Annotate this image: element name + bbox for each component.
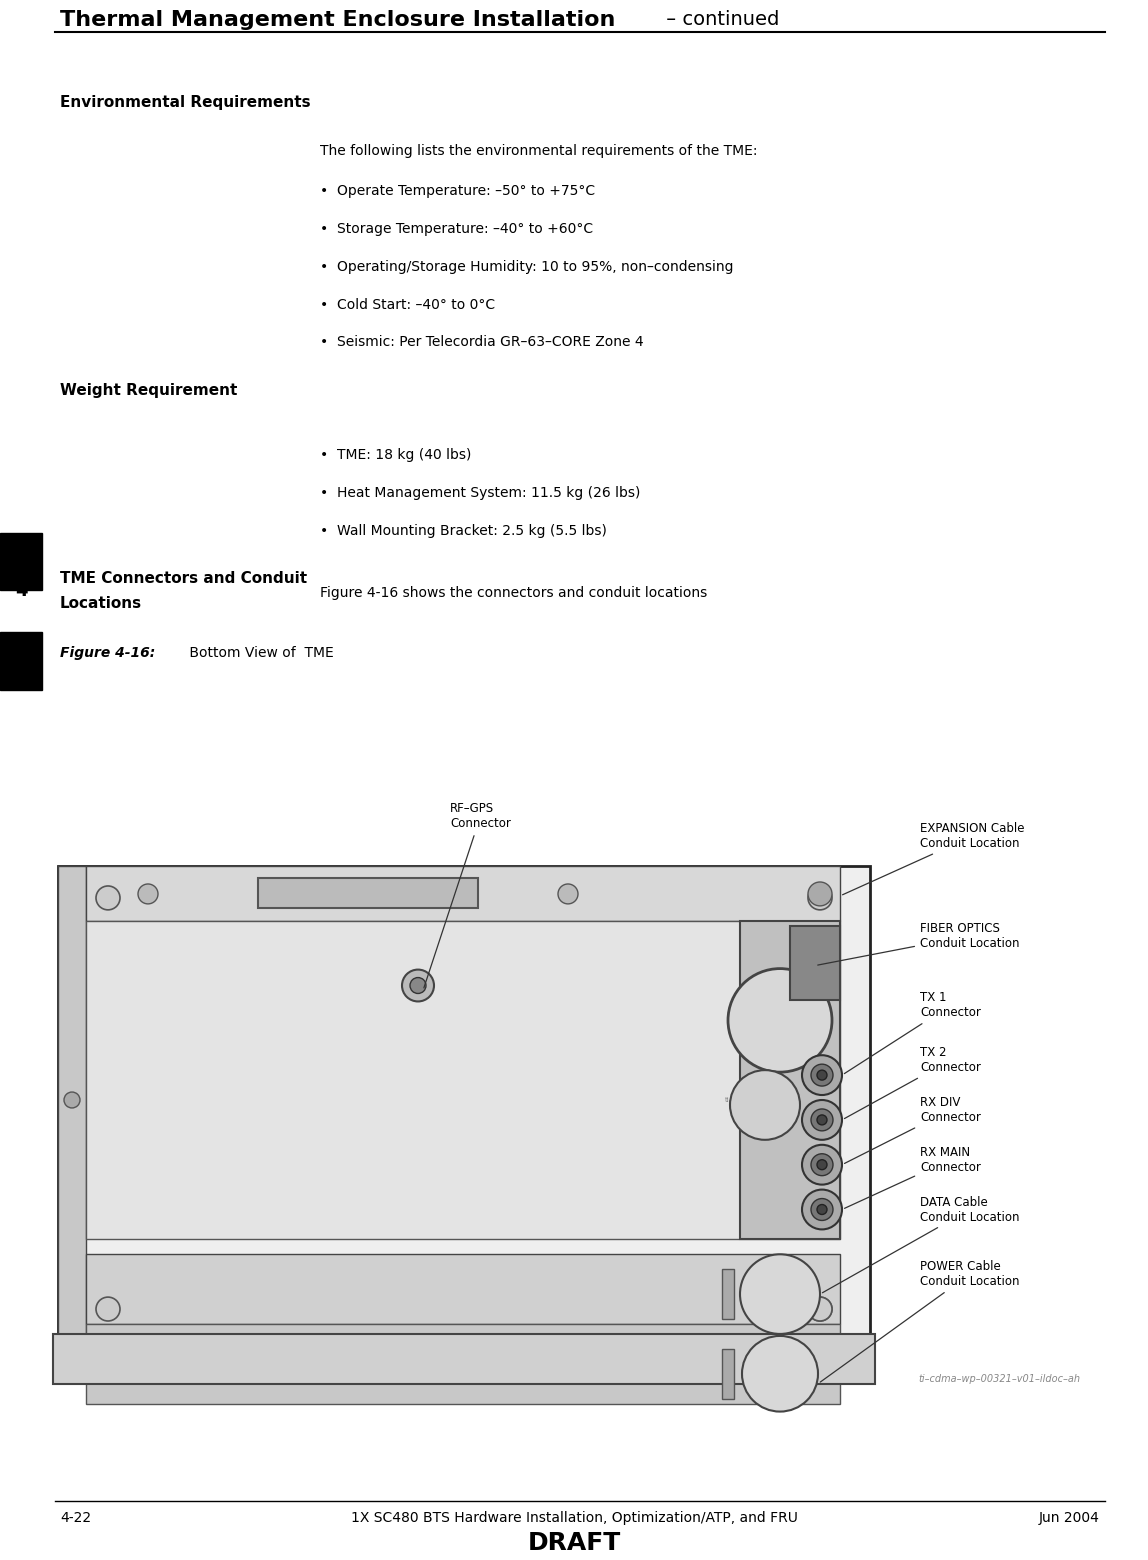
Circle shape [810, 1198, 833, 1220]
Text: 4: 4 [15, 582, 28, 601]
Text: 1: 1 [774, 1285, 786, 1303]
Bar [740, 920, 840, 1239]
Bar [86, 920, 840, 1239]
Bar [722, 1349, 734, 1399]
Text: Jun 2004: Jun 2004 [1039, 1512, 1100, 1526]
Circle shape [810, 1109, 833, 1131]
Circle shape [402, 970, 434, 1002]
Text: •  Storage Temperature: –40° to +60°C: • Storage Temperature: –40° to +60°C [320, 222, 594, 236]
Circle shape [740, 1254, 820, 1334]
Circle shape [810, 1064, 833, 1086]
Text: 1: 1 [773, 1011, 788, 1030]
Text: 4-22: 4-22 [60, 1512, 91, 1526]
Text: •  Wall Mounting Bracket: 2.5 kg (5.5 lbs): • Wall Mounting Bracket: 2.5 kg (5.5 lbs… [320, 524, 607, 538]
Circle shape [138, 885, 158, 903]
Circle shape [802, 1100, 841, 1140]
Circle shape [802, 1055, 841, 1095]
Text: Bottom View of  TME: Bottom View of TME [185, 646, 334, 660]
Bar [86, 866, 840, 920]
Text: TX 2
Connector: TX 2 Connector [845, 1047, 980, 1119]
Text: Environmental Requirements: Environmental Requirements [60, 95, 311, 109]
Circle shape [808, 886, 832, 909]
Text: Figure 4-16:: Figure 4-16: [60, 646, 155, 660]
Text: POWER Cable
Conduit Location: POWER Cable Conduit Location [821, 1260, 1019, 1382]
Bar [258, 878, 478, 908]
Circle shape [817, 1159, 827, 1170]
Text: •  Operate Temperature: –50° to +75°C: • Operate Temperature: –50° to +75°C [320, 184, 595, 198]
Bar [53, 1334, 875, 1384]
Text: Figure 4-16 shows the connectors and conduit locations: Figure 4-16 shows the connectors and con… [320, 587, 707, 601]
Text: Locations: Locations [60, 596, 142, 612]
Bar [59, 866, 86, 1334]
Circle shape [96, 886, 121, 909]
Circle shape [808, 881, 832, 906]
Text: TME Connectors and Conduit: TME Connectors and Conduit [60, 571, 308, 587]
Bar [722, 1270, 734, 1320]
Circle shape [64, 1092, 80, 1108]
Circle shape [808, 1296, 832, 1321]
Text: TX 1
Connector: TX 1 Connector [844, 992, 980, 1073]
Text: The following lists the environmental requirements of the TME:: The following lists the environmental re… [320, 145, 758, 159]
Bar [0, 632, 42, 690]
Text: •  Cold Start: –40° to 0°C: • Cold Start: –40° to 0°C [320, 298, 495, 312]
Circle shape [817, 1204, 827, 1215]
Circle shape [817, 1115, 827, 1125]
Bar [0, 532, 42, 590]
Text: DRAFT: DRAFT [527, 1530, 621, 1555]
Circle shape [728, 969, 832, 1072]
Text: – continued: – continued [660, 9, 779, 30]
Circle shape [802, 1190, 841, 1229]
Bar [86, 1254, 840, 1324]
Text: Thermal Management Enclosure Installation: Thermal Management Enclosure Installatio… [60, 9, 615, 30]
Bar [790, 925, 840, 1000]
Circle shape [817, 1070, 827, 1080]
Text: EXPANSION Cable
Conduit Location: EXPANSION Cable Conduit Location [843, 822, 1024, 895]
Text: RX MAIN
Connector: RX MAIN Connector [845, 1145, 980, 1209]
Circle shape [808, 1296, 832, 1321]
Bar [59, 866, 870, 1334]
Circle shape [810, 1154, 833, 1176]
Text: 3: 3 [759, 1097, 771, 1114]
Text: •  TME: 18 kg (40 lbs): • TME: 18 kg (40 lbs) [320, 448, 472, 462]
Text: RX DIV
Connector: RX DIV Connector [845, 1097, 980, 1164]
Circle shape [802, 1145, 841, 1184]
Text: Weight Requirement: Weight Requirement [60, 384, 238, 398]
Circle shape [96, 1296, 121, 1321]
Circle shape [558, 885, 577, 903]
Text: RF–GPS
Connector: RF–GPS Connector [424, 802, 511, 987]
Circle shape [730, 1070, 800, 1140]
Circle shape [742, 1335, 819, 1412]
Text: FIBER OPTICS
Conduit Location: FIBER OPTICS Conduit Location [817, 922, 1019, 966]
Text: 2: 2 [774, 1365, 786, 1382]
Text: ti–cdma–wp–00321–v01–ildoc–ah: ti–cdma–wp–00321–v01–ildoc–ah [918, 1374, 1080, 1384]
Text: ti–cdma–wp–00321–v01–ildoc–ah: ti–cdma–wp–00321–v01–ildoc–ah [726, 1097, 840, 1103]
Text: 1X SC480 BTS Hardware Installation, Optimization/ATP, and FRU: 1X SC480 BTS Hardware Installation, Opti… [350, 1512, 798, 1526]
Text: DATA Cable
Conduit Location: DATA Cable Conduit Location [822, 1195, 1019, 1293]
Text: •  Seismic: Per Telecordia GR–63–CORE Zone 4: • Seismic: Per Telecordia GR–63–CORE Zon… [320, 335, 644, 349]
Text: •  Operating/Storage Humidity: 10 to 95%, non–condensing: • Operating/Storage Humidity: 10 to 95%,… [320, 261, 734, 275]
Text: •  Heat Management System: 11.5 kg (26 lbs): • Heat Management System: 11.5 kg (26 lb… [320, 485, 641, 499]
Bar [86, 1324, 840, 1404]
Circle shape [410, 978, 426, 994]
